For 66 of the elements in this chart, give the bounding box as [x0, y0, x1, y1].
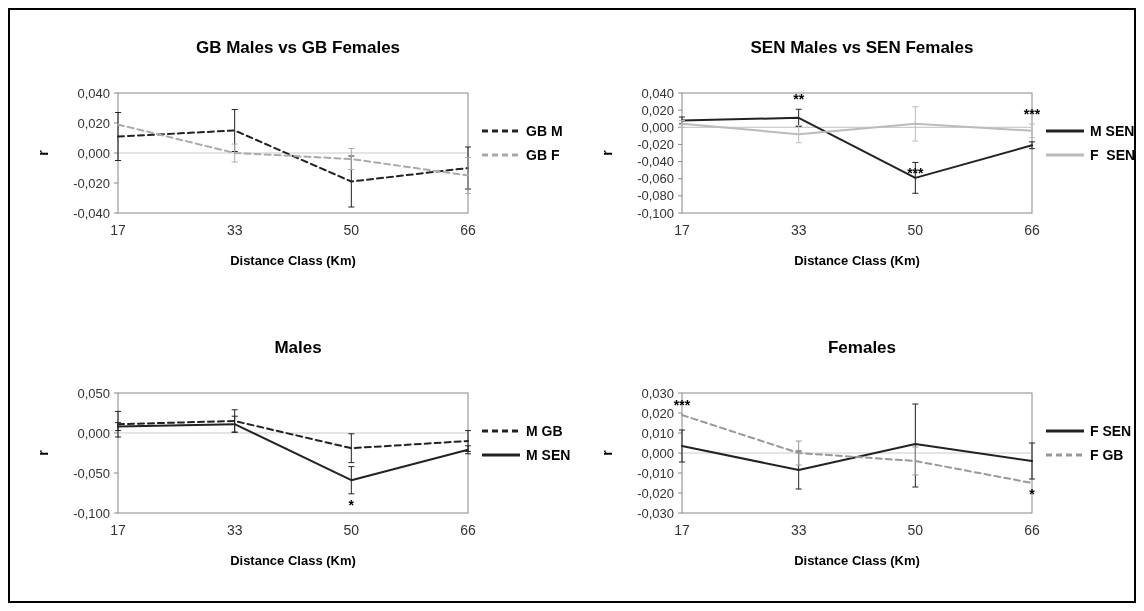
y-tick-label: -0,060	[637, 171, 674, 187]
y-tick-label: -0,080	[637, 188, 674, 204]
y-tick-label: 0,000	[641, 445, 674, 461]
y-axis-title: r	[35, 449, 51, 456]
y-tick-label: 0,000	[77, 425, 110, 441]
x-tick-label: 50	[343, 222, 360, 238]
annotation: *	[348, 496, 355, 513]
x-tick-label: 33	[226, 522, 243, 538]
legend-label: F SEN	[1090, 146, 1136, 163]
y-tick-label: -0,100	[73, 505, 110, 521]
y-tick-label: -0,020	[73, 175, 110, 191]
y-tick-label: -0,040	[637, 154, 674, 170]
y-tick-label: 0,040	[77, 85, 110, 101]
x-axis-title: Distance Class (Km)	[230, 553, 356, 568]
x-tick-label: 17	[674, 522, 690, 538]
annotation: *	[1029, 486, 1036, 502]
legend-label: M SEN	[1090, 122, 1135, 139]
y-tick-label: -0,040	[73, 205, 110, 221]
legend-label: GB F	[526, 146, 560, 163]
x-tick-label: 17	[674, 222, 690, 238]
y-tick-label: -0,100	[637, 205, 674, 221]
x-axis-title: Distance Class (Km)	[230, 253, 356, 268]
x-tick-label: 50	[907, 222, 924, 238]
x-tick-label: 33	[790, 522, 807, 538]
y-tick-label: -0,020	[637, 485, 674, 501]
x-tick-label: 33	[790, 222, 807, 238]
chart-title: SEN Males vs SEN Females	[750, 38, 974, 57]
x-tick-label: 17	[110, 522, 126, 538]
y-tick-label: 0,030	[641, 385, 674, 401]
x-tick-label: 66	[460, 522, 476, 538]
annotation: ***	[1023, 105, 1041, 122]
chart-title: GB Males vs GB Females	[195, 38, 401, 57]
x-axis-title: Distance Class (Km)	[794, 553, 920, 568]
y-tick-label: -0,030	[637, 505, 674, 521]
y-tick-label: 0,020	[641, 102, 674, 118]
legend-label: F GB	[1090, 446, 1124, 463]
x-tick-label: 33	[226, 222, 243, 238]
legend-label: M SEN	[526, 446, 571, 463]
chart-title: Females	[827, 338, 897, 357]
y-tick-label: -0,010	[637, 465, 674, 481]
y-tick-label: -0,050	[73, 465, 110, 481]
chart-title: Males	[274, 338, 322, 357]
y-tick-label: 0,020	[77, 115, 110, 131]
line-series	[681, 414, 1033, 484]
legend-label: F SEN	[1090, 422, 1132, 439]
legend-label: GB M	[526, 122, 563, 139]
y-tick-label: 0,020	[641, 405, 674, 421]
y-tick-label: 0,010	[641, 425, 674, 441]
x-axis-title: Distance Class (Km)	[794, 253, 920, 268]
x-tick-label: 50	[907, 522, 924, 538]
y-tick-label: 0,000	[77, 145, 110, 161]
x-tick-label: 66	[1024, 522, 1040, 538]
y-tick-label: 0,040	[641, 85, 674, 101]
x-tick-label: 17	[110, 222, 126, 238]
y-axis-title: r	[599, 449, 615, 456]
annotation: **	[793, 91, 805, 108]
y-axis-title: r	[35, 149, 51, 156]
x-tick-label: 50	[343, 522, 360, 538]
y-tick-label: -0,020	[637, 136, 674, 152]
y-tick-label: 0,000	[641, 119, 674, 135]
legend-label: M GB	[526, 422, 563, 439]
x-tick-label: 66	[460, 222, 476, 238]
y-axis-title: r	[599, 149, 615, 156]
y-tick-label: 0,050	[77, 385, 110, 401]
annotation: ***	[673, 397, 691, 413]
x-tick-label: 66	[1024, 222, 1040, 238]
